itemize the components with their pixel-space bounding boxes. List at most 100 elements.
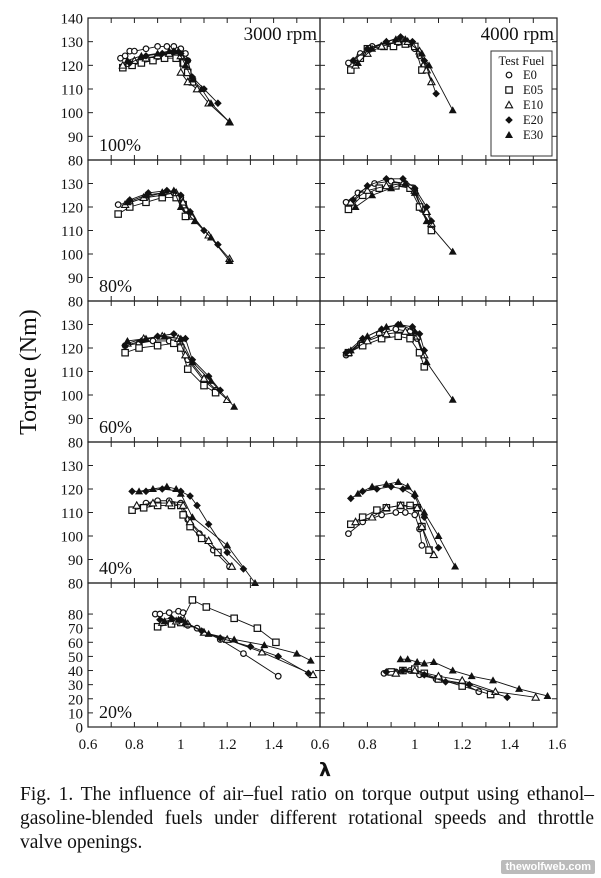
series-E0 (345, 509, 426, 549)
series-E30 (396, 655, 552, 699)
marker-triangle-filled (188, 358, 197, 366)
marker-triangle-filled (368, 482, 377, 490)
marker-square-open (153, 622, 162, 631)
series-E30 (351, 179, 457, 255)
line-E30 (357, 38, 454, 111)
marker-triangle-open (381, 329, 391, 338)
y-tick-label: 120 (61, 201, 84, 217)
throttle-label: 100% (99, 135, 141, 155)
marker-diamond-filled (158, 49, 167, 58)
series-E30 (123, 47, 234, 126)
marker-triangle-open (199, 373, 209, 382)
marker-circle-open (121, 52, 129, 60)
marker-diamond-filled (382, 668, 391, 676)
marker-square-open (170, 339, 178, 348)
y-tick-label: 120 (61, 483, 84, 499)
y-tick-label: 110 (61, 506, 83, 522)
marker-triangle-filled (306, 656, 315, 664)
marker-triangle-open (362, 336, 372, 345)
marker-triangle-filled (434, 532, 443, 539)
y-tick-label: 90 (68, 271, 83, 287)
y-tick-label: 10 (68, 706, 83, 722)
y-tick-label: 90 (68, 553, 83, 569)
marker-triangle-open (381, 181, 391, 190)
marker-triangle-filled (172, 485, 181, 492)
marker-triangle-filled (346, 346, 355, 354)
marker-square-open (139, 504, 148, 512)
marker-square-open (181, 212, 190, 221)
marker-triangle-filled (123, 56, 132, 64)
marker-triangle-open (351, 517, 361, 526)
series-E0 (151, 607, 282, 680)
marker-triangle-filled (162, 482, 171, 490)
marker-diamond-filled (214, 99, 222, 107)
y-tick-label: 100 (61, 106, 84, 122)
marker-triangle-filled (158, 188, 167, 196)
marker-triangle-filled (403, 655, 412, 663)
marker-triangle-filled (353, 58, 362, 66)
marker-diamond-filled (216, 386, 225, 395)
marker-triangle-filled (204, 629, 213, 637)
marker-triangle-filled (137, 51, 146, 59)
marker-diamond-filled (415, 330, 424, 338)
line-E30 (127, 50, 230, 123)
marker-triangle-filled (387, 184, 396, 192)
marker-triangle-filled (142, 334, 150, 342)
y-tick-label: 80 (68, 154, 83, 170)
marker-diamond-filled (144, 189, 153, 197)
marker-square-open (358, 191, 367, 200)
marker-diamond-filled (177, 191, 185, 200)
marker-triangle-open (396, 500, 406, 509)
marker-triangle-filled (448, 247, 457, 255)
marker-diamond-filled (170, 330, 178, 338)
series-E05 (114, 193, 190, 221)
marker-triangle-open (362, 185, 372, 194)
legend-entry-E20: E20 (523, 113, 543, 127)
marker-square-open (128, 506, 136, 514)
marker-triangle-open (257, 647, 267, 656)
marker-triangle-filled (448, 106, 457, 114)
y-tick-label: 130 (61, 35, 84, 51)
marker-triangle-open (204, 535, 214, 545)
marker-square-open (347, 66, 355, 74)
marker-diamond-filled (204, 520, 213, 529)
marker-triangle-filled (292, 649, 301, 657)
y-tick-label: 90 (68, 130, 83, 146)
marker-diamond-filled (274, 652, 283, 661)
marker-triangle-filled (396, 655, 405, 663)
marker-triangle-filled (410, 188, 419, 196)
marker-triangle-filled (410, 327, 419, 335)
marker-triangle-filled (181, 618, 190, 626)
y-tick-label: 110 (61, 365, 83, 381)
marker-triangle-filled (363, 332, 372, 340)
marker-diamond-filled (363, 182, 372, 190)
series-E30 (160, 615, 315, 664)
marker-diamond-filled (246, 642, 255, 651)
y-tick-label: 120 (61, 59, 84, 75)
rpm-label: 3000 rpm (244, 24, 318, 45)
marker-triangle-open (308, 670, 318, 679)
marker-diamond-filled (239, 565, 248, 573)
marker-triangle-filled (206, 233, 215, 241)
marker-triangle-filled (417, 49, 426, 57)
marker-triangle-filled (467, 672, 476, 680)
marker-diamond-filled (193, 501, 201, 510)
x-tick-label: 0.8 (358, 737, 377, 753)
series-E30 (123, 332, 239, 410)
marker-diamond-filled (128, 487, 136, 496)
y-tick-label: 80 (68, 436, 83, 452)
marker-triangle-filled (190, 217, 199, 225)
marker-square-open (427, 226, 436, 235)
marker-diamond-filled (216, 634, 225, 642)
panel-4000-rpm-40pct (319, 441, 558, 584)
marker-triangle-open (433, 671, 444, 680)
y-tick-label: 60 (68, 636, 83, 652)
marker-triangle-filled (422, 217, 431, 225)
line-E30 (400, 658, 548, 697)
x-tick-label: 1 (411, 737, 419, 753)
marker-square-open (200, 381, 208, 390)
series-E20 (349, 175, 436, 225)
marker-triangle-filled (181, 61, 190, 69)
marker-triangle-open (185, 517, 195, 526)
throttle-label: 80% (99, 276, 132, 296)
